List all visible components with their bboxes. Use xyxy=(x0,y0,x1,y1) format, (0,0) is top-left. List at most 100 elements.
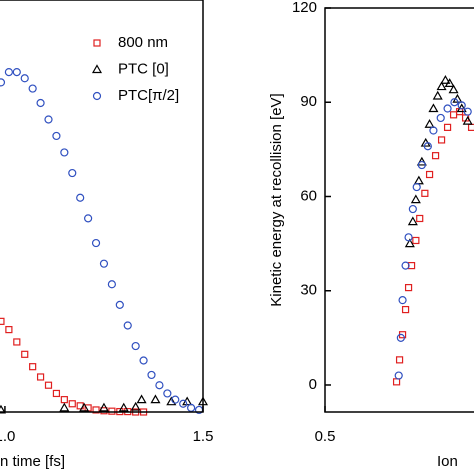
marker-triangle xyxy=(428,103,439,113)
marker-triangle xyxy=(0,404,6,414)
marker-triangle xyxy=(150,394,161,404)
marker-circle xyxy=(429,126,438,135)
marker-triangle xyxy=(91,64,103,74)
marker-triangle xyxy=(118,402,129,412)
x-tick-label: 1.0 xyxy=(0,428,15,445)
marker-square xyxy=(36,373,45,381)
marker-circle xyxy=(404,233,413,242)
marker-square xyxy=(108,407,116,415)
marker-square xyxy=(431,152,440,160)
marker-triangle xyxy=(130,401,141,411)
marker-circle xyxy=(179,399,188,408)
marker-square xyxy=(449,111,458,119)
marker-circle xyxy=(123,321,132,330)
marker-circle xyxy=(131,341,140,351)
marker-circle xyxy=(60,148,69,157)
marker-triangle xyxy=(413,175,424,185)
x-axis-label: Ion xyxy=(437,453,458,470)
marker-square xyxy=(437,136,446,144)
marker-circle xyxy=(398,296,407,305)
marker-circle xyxy=(4,67,13,77)
marker-square xyxy=(52,389,61,398)
marker-circle xyxy=(155,381,164,390)
marker-triangle xyxy=(416,156,427,166)
marker-circle xyxy=(394,371,403,380)
y-tick-label: 0 xyxy=(309,376,317,393)
marker-square xyxy=(443,123,452,131)
marker-triangle xyxy=(424,119,435,128)
legend-label: 800 nm xyxy=(118,34,168,51)
marker-circle xyxy=(52,131,61,141)
marker-circle xyxy=(401,261,410,270)
marker-circle xyxy=(91,238,101,248)
x-tick-label: 1.5 xyxy=(193,428,214,445)
marker-square xyxy=(421,189,429,197)
marker-circle xyxy=(436,113,445,123)
marker-circle xyxy=(44,115,53,124)
marker-circle xyxy=(107,280,116,289)
plot-frame xyxy=(0,0,204,413)
marker-square xyxy=(412,236,420,245)
marker-circle xyxy=(92,91,102,101)
marker-square xyxy=(92,406,100,414)
marker-circle xyxy=(463,107,472,116)
marker-circle xyxy=(408,204,417,214)
marker-circle xyxy=(396,333,405,342)
marker-triangle xyxy=(410,194,421,204)
marker-circle xyxy=(457,101,466,110)
marker-circle xyxy=(417,160,426,170)
marker-triangle xyxy=(440,75,451,84)
marker-square xyxy=(29,363,37,371)
marker-square xyxy=(5,326,13,334)
y-tick-label: 60 xyxy=(300,187,317,204)
marker-triangle xyxy=(79,402,90,412)
marker-triangle xyxy=(448,84,459,94)
y-tick-label: 30 xyxy=(300,282,317,299)
marker-square xyxy=(60,396,68,404)
marker-circle xyxy=(171,395,180,404)
marker-circle xyxy=(99,259,109,268)
marker-circle xyxy=(68,168,77,178)
marker-square xyxy=(401,305,410,314)
marker-circle xyxy=(28,84,37,93)
marker-circle xyxy=(115,300,124,309)
marker-triangle xyxy=(407,216,418,226)
y-axis-label: Kinetic energy at recollision [eV] xyxy=(268,93,285,306)
marker-circle xyxy=(423,142,432,151)
marker-square xyxy=(13,338,21,346)
marker-circle xyxy=(450,98,459,107)
marker-square xyxy=(404,283,413,292)
marker-circle xyxy=(147,370,156,380)
plot-frame xyxy=(324,7,474,413)
marker-circle xyxy=(139,356,148,365)
marker-square xyxy=(93,39,101,47)
marker-triangle xyxy=(98,402,109,412)
marker-square xyxy=(467,123,474,131)
marker-triangle xyxy=(432,90,443,100)
legend-label: PTC [0] xyxy=(118,60,169,77)
y-tick-label: 90 xyxy=(300,93,317,110)
marker-square xyxy=(425,170,434,179)
marker-square xyxy=(0,317,5,325)
marker-square xyxy=(392,378,401,386)
marker-square xyxy=(68,400,76,408)
marker-square xyxy=(21,350,29,358)
marker-triangle xyxy=(136,394,147,404)
marker-circle xyxy=(0,78,6,87)
marker-triangle xyxy=(436,81,447,91)
marker-circle xyxy=(163,389,172,398)
x-axis-label: n time [fs] xyxy=(0,453,65,470)
marker-circle xyxy=(84,214,93,223)
marker-square xyxy=(416,214,424,223)
marker-square xyxy=(44,381,53,389)
marker-circle xyxy=(443,104,452,113)
marker-triangle xyxy=(166,396,177,406)
marker-triangle xyxy=(404,238,415,248)
marker-circle xyxy=(12,67,21,77)
marker-triangle xyxy=(59,402,70,412)
marker-triangle xyxy=(462,115,473,125)
marker-circle xyxy=(20,74,29,83)
marker-triangle xyxy=(444,78,455,87)
marker-circle xyxy=(36,98,45,108)
